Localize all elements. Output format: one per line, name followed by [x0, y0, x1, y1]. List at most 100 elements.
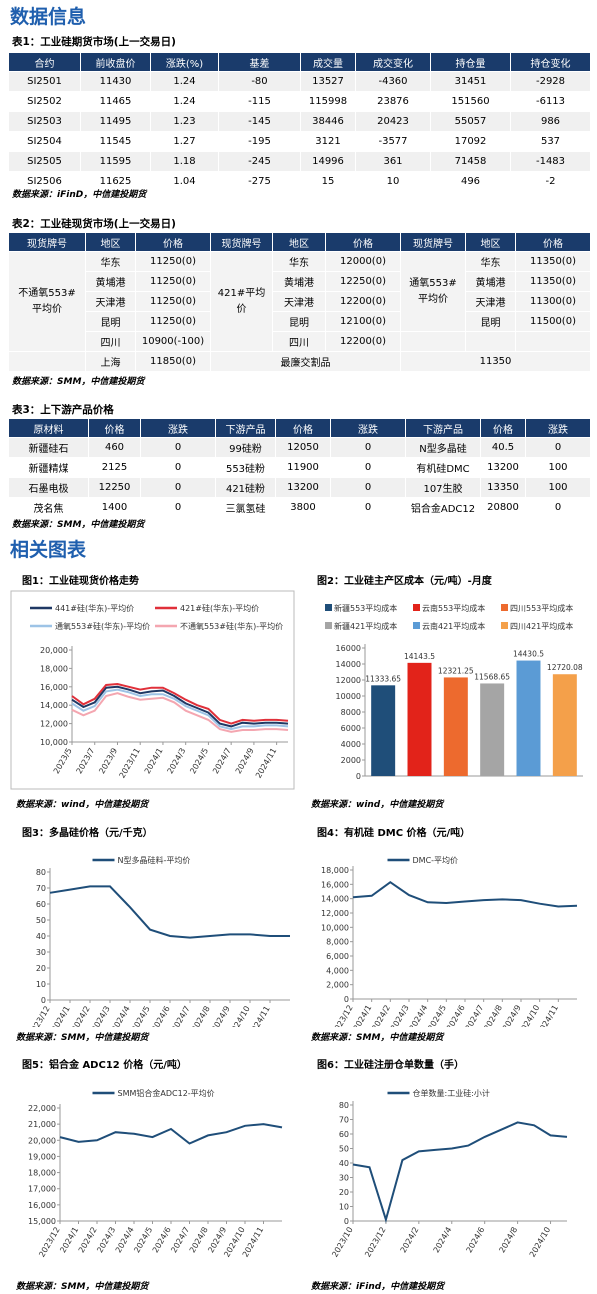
cell: 986: [510, 111, 591, 132]
chart-title: 图1：工业硅现货价格走势: [22, 576, 139, 587]
price: 11250(0): [135, 311, 211, 332]
price: 11350(0): [515, 251, 591, 272]
table-title: 表3：上下游产品价格: [12, 404, 114, 416]
cell: 537: [510, 131, 591, 152]
cell: SI2506: [8, 171, 81, 192]
x-tick-label: 2024/5: [188, 747, 210, 776]
x-tick-label: 2024/6: [445, 1004, 467, 1028]
price: 11300(0): [515, 291, 591, 312]
x-tick-label: 2024/1: [50, 1005, 72, 1028]
row: 天津港 11250(0) 天津港 12200(0) 天津港 11300(0): [9, 291, 591, 312]
region: 黄埔港: [465, 271, 516, 292]
series-line: [71, 682, 289, 725]
y-tick-label: 12,000: [40, 720, 68, 729]
value: 11350: [400, 351, 591, 372]
region: 上海: [85, 351, 136, 372]
y-tick-label: 70: [339, 1116, 349, 1125]
x-tick-label: 2024/2: [399, 1226, 421, 1255]
group-name: 不通氧553#平均价: [8, 251, 86, 352]
bar: [480, 683, 505, 776]
y-tick-label: 80: [339, 1101, 349, 1110]
group-name: 421#平均价: [210, 251, 273, 352]
x-tick-label: 2024/2: [70, 1005, 92, 1028]
spot-table: 现货牌号 地区 价格 现货牌号 地区 价格 现货牌号 地区 价格 不通氧553#平均价 华东 1125…: [8, 232, 591, 372]
column-header: 原材料: [8, 418, 89, 438]
y-tick-label: 8000: [341, 708, 361, 717]
value-label: 11568.65: [474, 672, 510, 681]
chart-title: 图6：工业硅注册仓单数量（手）: [317, 1060, 464, 1071]
column-header: 下游产品: [215, 418, 276, 438]
x-tick-label: 2024/7: [211, 747, 233, 776]
legend-label: 441#硅(华东)-平均价: [55, 603, 134, 613]
cell: 新疆硅石: [8, 437, 89, 458]
value-label: 12720.08: [547, 663, 583, 672]
region: 华东: [465, 251, 516, 272]
legend-swatch: [413, 622, 420, 629]
y-tick-label: 20,000: [28, 1136, 56, 1145]
x-tick-label: 2023/10: [330, 1226, 354, 1259]
x-tick-label: 2024/8: [482, 1004, 504, 1028]
column-header: 地区: [272, 232, 326, 252]
legend-label: 421#硅(华东)-平均价: [180, 603, 259, 613]
cell: 553硅粉: [215, 457, 276, 478]
column-header: 价格: [325, 232, 401, 252]
cell: 0: [140, 437, 216, 458]
cell: 1.23: [150, 111, 219, 132]
region: 昆明: [272, 311, 326, 332]
y-tick-label: 70: [36, 884, 46, 893]
column-header: 涨跌: [525, 418, 591, 438]
cell: -2928: [510, 71, 591, 92]
cell: 361: [355, 151, 431, 172]
x-tick-label: 2024/9: [234, 747, 256, 776]
value-label: 11333.65: [365, 674, 401, 683]
y-tick-label: 22,000: [28, 1104, 56, 1113]
cell: 13350: [480, 477, 526, 498]
row: SI2505 11595 1.18 -245 14996 361 71458 -1483: [8, 151, 591, 172]
cell: -275: [218, 171, 301, 192]
series-line: [352, 1121, 568, 1224]
source: 数据来源：SMM，中信建投期货: [16, 1033, 149, 1043]
cell: -3577: [355, 131, 431, 152]
y-tick-label: 10: [36, 980, 46, 989]
y-tick-label: 12,000: [321, 909, 349, 918]
column-header: 地区: [85, 232, 136, 252]
empty: [400, 331, 466, 352]
header-row: 合约 前收盘价 涨跌(%) 基差 成交量 成交变化 持仓量 持仓变化: [8, 52, 591, 72]
y-tick-label: 30: [339, 1174, 349, 1183]
y-tick-label: 19,000: [28, 1152, 56, 1161]
column-header: 基差: [218, 52, 301, 72]
region: 四川: [272, 331, 326, 352]
column-header: 价格: [480, 418, 526, 438]
cell: 茂名焦: [8, 497, 89, 518]
cell: 496: [430, 171, 511, 192]
bar: [371, 685, 396, 776]
region: 昆明: [85, 311, 136, 332]
cell: SI2504: [8, 131, 81, 152]
source: 数据来源：SMM，中信建投期货: [311, 1033, 444, 1043]
chart-title: 图3：多晶硅价格（元/千克）: [22, 828, 153, 839]
x-tick-label: 2024/7: [170, 1005, 192, 1028]
cell: -6113: [510, 91, 591, 112]
cell: 2125: [88, 457, 141, 478]
price: 11250(0): [135, 291, 211, 312]
x-tick-label: 2024/7: [464, 1004, 486, 1028]
cell: 0: [525, 497, 591, 518]
chart: 01020304050607080N型多晶硅料-平均价2023/122024/1…: [27, 855, 290, 1028]
x-tick-label: 2024/1: [143, 747, 165, 776]
row: 不通氧553#平均价 华东 11250(0) 421#平均价 华东 12000(0) 通氧5…: [8, 251, 591, 352]
y-tick-label: 10,000: [321, 923, 349, 932]
column-header: 前收盘价: [80, 52, 151, 72]
y-tick-label: 4000: [341, 740, 361, 749]
cell: 有机硅DMC: [405, 457, 481, 478]
row: SI2502 11465 1.24 -115 115998 23876 151560 -611…: [8, 91, 591, 112]
column-header: 合约: [8, 52, 81, 72]
y-tick-label: 14,000: [321, 895, 349, 904]
price-table: 原材料 价格 涨跌 下游产品 价格 涨跌 下游产品 价格 涨跌 新疆硅石 460 0 99硅粉 12050…: [8, 418, 591, 518]
x-tick-label: 2023/5: [52, 747, 74, 776]
column-header: 价格: [275, 418, 331, 438]
x-tick-label: 2023/9: [97, 747, 119, 776]
cell: -115: [218, 91, 301, 112]
bar: [516, 660, 541, 776]
column-header: 地区: [465, 232, 516, 252]
series-line: [71, 685, 289, 728]
